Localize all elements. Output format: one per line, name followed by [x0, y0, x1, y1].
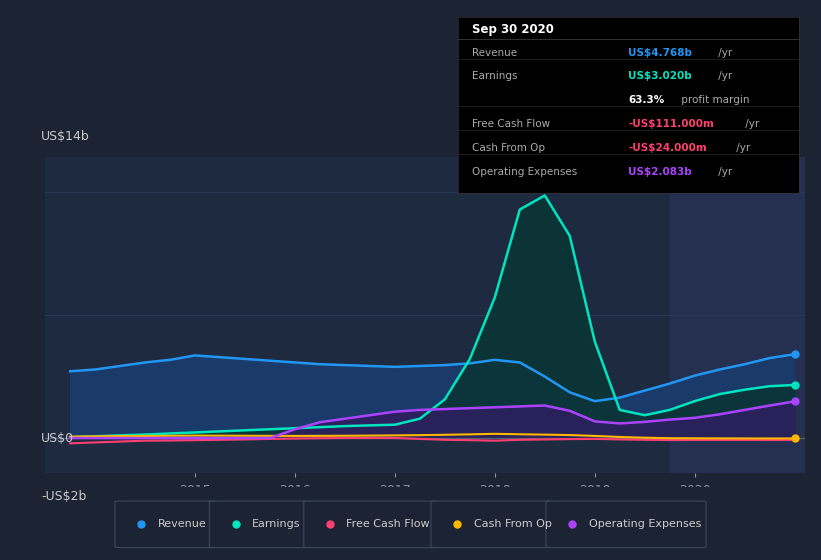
Text: Earnings: Earnings — [472, 71, 517, 81]
Text: Free Cash Flow: Free Cash Flow — [472, 119, 550, 129]
Text: Revenue: Revenue — [158, 519, 206, 529]
Text: -US$111.000m: -US$111.000m — [629, 119, 714, 129]
FancyBboxPatch shape — [115, 501, 218, 548]
Text: US$4.768b: US$4.768b — [629, 48, 692, 58]
Text: -US$24.000m: -US$24.000m — [629, 143, 707, 153]
Text: 63.3%: 63.3% — [629, 95, 665, 105]
Text: Free Cash Flow: Free Cash Flow — [346, 519, 430, 529]
Text: US$3.020b: US$3.020b — [629, 71, 692, 81]
FancyBboxPatch shape — [209, 501, 312, 548]
Text: Operating Expenses: Operating Expenses — [472, 167, 577, 177]
Text: Cash From Op: Cash From Op — [472, 143, 545, 153]
Text: Operating Expenses: Operating Expenses — [589, 519, 701, 529]
Text: /yr: /yr — [714, 71, 732, 81]
Text: Earnings: Earnings — [252, 519, 300, 529]
Text: Revenue: Revenue — [472, 48, 517, 58]
Text: Sep 30 2020: Sep 30 2020 — [472, 24, 553, 36]
Text: US$14b: US$14b — [41, 130, 89, 143]
Text: /yr: /yr — [714, 167, 732, 177]
Text: /yr: /yr — [742, 119, 759, 129]
Text: -US$2b: -US$2b — [41, 490, 86, 503]
FancyBboxPatch shape — [304, 501, 439, 548]
Text: Cash From Op: Cash From Op — [474, 519, 552, 529]
Text: /yr: /yr — [733, 143, 750, 153]
Bar — [670, 157, 805, 473]
FancyBboxPatch shape — [546, 501, 706, 548]
Text: profit margin: profit margin — [678, 95, 750, 105]
Text: US$0: US$0 — [41, 432, 74, 445]
Text: US$2.083b: US$2.083b — [629, 167, 692, 177]
FancyBboxPatch shape — [431, 501, 554, 548]
Text: /yr: /yr — [714, 48, 732, 58]
